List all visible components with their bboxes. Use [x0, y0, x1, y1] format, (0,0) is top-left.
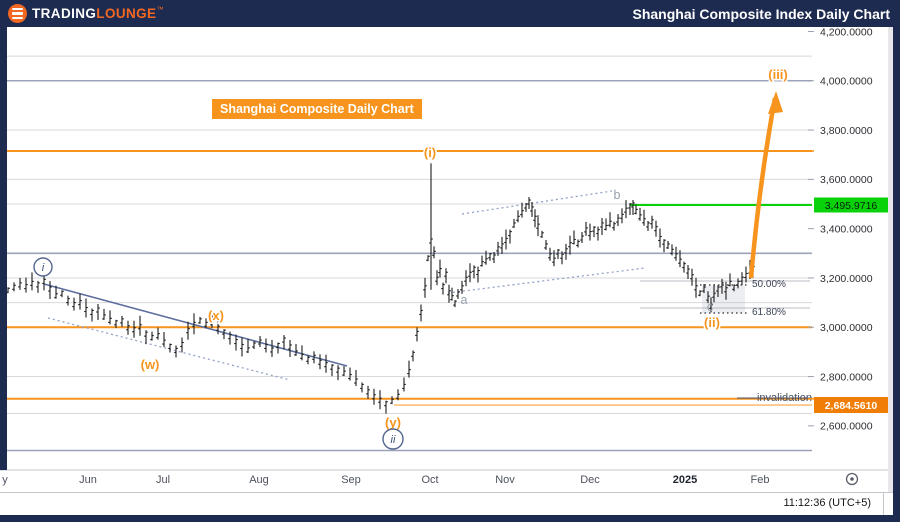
- y-axis-label: 3,400.0000: [820, 223, 873, 235]
- y-axis-label: 3,200.0000: [820, 273, 873, 285]
- trendline-dotted: [447, 267, 646, 294]
- wave-label: (iii): [768, 67, 788, 82]
- trendline-dotted: [461, 190, 613, 215]
- wave-label: (y): [385, 415, 401, 430]
- projection-arrow: [748, 97, 778, 279]
- left-edge-strip: [0, 27, 7, 470]
- right-edge-strip: [893, 27, 900, 515]
- wave-letter-label: a: [461, 293, 468, 307]
- circled-wave-label: ii: [391, 434, 396, 446]
- y-axis-label: 2,600.0000: [820, 421, 873, 433]
- window-title: Shanghai Composite Index Daily Chart: [632, 5, 891, 22]
- wave-label: (w): [141, 357, 160, 372]
- status-row: 11:12:36 (UTC+5): [0, 492, 893, 516]
- wave-label: (x): [208, 308, 224, 323]
- x-axis-label: Sep: [341, 474, 361, 486]
- y-axis-label: 3,600.0000: [820, 174, 873, 186]
- status-row-divider: [883, 493, 884, 516]
- y-axis-label: 4,200.0000: [820, 26, 873, 38]
- consolidation-box: [702, 286, 745, 313]
- circled-wave-label: i: [42, 262, 45, 274]
- tradinglounge-logo[interactable]: TRADINGLOUNGE™: [8, 4, 163, 23]
- x-axis-label: Oct: [421, 474, 438, 486]
- circled-wave-marker: [33, 257, 53, 277]
- wave-label: (ii): [704, 315, 720, 330]
- x-axis-label: 2025: [673, 474, 697, 486]
- x-axis-label: Dec: [580, 474, 600, 486]
- x-axis-label: Jun: [79, 474, 97, 486]
- y-axis-label: 2,800.0000: [820, 371, 873, 383]
- invalidation-price-badge: [814, 397, 888, 414]
- header-bar: TRADINGLOUNGE™ Shanghai Composite Index …: [0, 0, 900, 27]
- current-price-badge-label: 3,495.9716: [825, 200, 878, 212]
- x-axis-label: Jul: [156, 474, 170, 486]
- chart-title-badge: Shanghai Composite Daily Chart: [212, 99, 422, 119]
- x-axis-label: Aug: [249, 474, 269, 486]
- fib-label: 61.80%: [752, 307, 786, 318]
- tradinglounge-logo-icon: [8, 4, 27, 23]
- y-axis-label: 3,800.0000: [820, 125, 873, 137]
- fib-label: 50.00%: [752, 279, 786, 290]
- invalidation-price-badge-label: 2,684.5610: [825, 400, 878, 412]
- y-axis-label: 4,000.0000: [820, 76, 873, 88]
- x-axis-label: Feb: [751, 474, 770, 486]
- vertical-scrollbar[interactable]: [888, 27, 893, 515]
- settings-icon[interactable]: [845, 472, 859, 486]
- wave-letter-label: b: [614, 188, 621, 202]
- circled-wave-marker: [382, 428, 404, 450]
- y-axis-label: 3,000.0000: [820, 322, 873, 334]
- wave-letter-label: c: [707, 300, 713, 314]
- x-axis-label: y: [2, 474, 8, 486]
- wave-label: (i): [424, 145, 436, 160]
- projection-arrow-head: [768, 91, 783, 114]
- trendline-dotted: [47, 317, 291, 381]
- bottom-edge-strip: [0, 515, 900, 522]
- clock-timestamp: 11:12:36 (UTC+5): [783, 497, 871, 509]
- logo-text: TRADINGLOUNGE™: [32, 5, 164, 21]
- current-price-badge: [814, 197, 888, 213]
- x-axis-label: Nov: [495, 474, 515, 486]
